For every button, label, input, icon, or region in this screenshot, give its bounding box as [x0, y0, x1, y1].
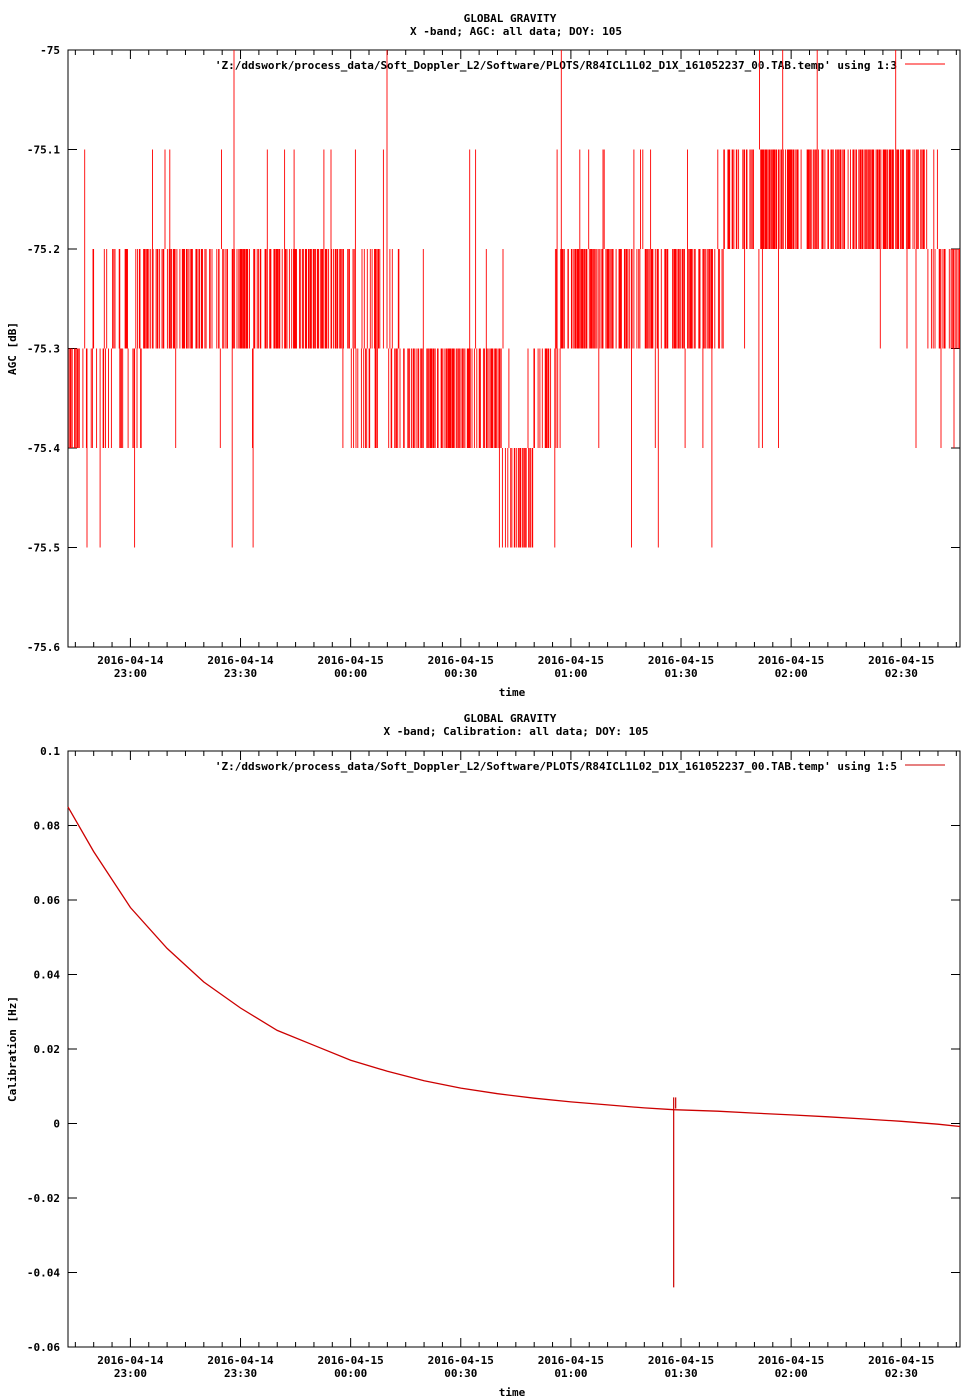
y-tick-label: 0.06	[34, 894, 61, 907]
x-tick-time: 02:30	[885, 1367, 918, 1380]
y-tick-label: -0.02	[27, 1192, 60, 1205]
y-axis-label: Calibration [Hz]	[6, 996, 19, 1102]
chart-subtitle: X -band; Calibration: all data; DOY: 105	[384, 725, 649, 738]
x-tick-date: 2016-04-15	[868, 1354, 934, 1367]
x-tick-date: 2016-04-15	[868, 654, 934, 667]
agc-trace	[68, 50, 960, 548]
y-tick-label: 0.04	[34, 969, 61, 982]
x-tick-date: 2016-04-15	[318, 1354, 384, 1367]
x-tick-time: 23:00	[114, 1367, 147, 1380]
x-tick-date: 2016-04-15	[538, 654, 604, 667]
x-tick-date: 2016-04-14	[207, 654, 274, 667]
x-tick-time: 00:30	[444, 1367, 477, 1380]
x-tick-time: 01:30	[664, 667, 697, 680]
chart-title: GLOBAL GRAVITY	[464, 12, 557, 25]
y-tick-label: -75.3	[27, 343, 60, 356]
x-tick-date: 2016-04-15	[428, 1354, 494, 1367]
x-tick-date: 2016-04-15	[318, 654, 384, 667]
y-tick-label: 0.1	[40, 745, 60, 758]
x-tick-date: 2016-04-15	[758, 1354, 824, 1367]
y-tick-label: 0.08	[34, 820, 61, 833]
x-tick-date: 2016-04-14	[97, 1354, 164, 1367]
y-tick-label: -75.1	[27, 144, 60, 157]
y-tick-label: -75.5	[27, 542, 60, 555]
x-tick-date: 2016-04-15	[648, 654, 714, 667]
x-tick-date: 2016-04-15	[538, 1354, 604, 1367]
y-tick-label: 0.02	[34, 1043, 61, 1056]
y-tick-label: -0.06	[27, 1341, 60, 1354]
x-tick-time: 23:00	[114, 667, 147, 680]
x-tick-time: 00:00	[334, 667, 367, 680]
y-tick-label: 0	[53, 1118, 60, 1131]
chart-title: GLOBAL GRAVITY	[464, 712, 557, 725]
x-tick-time: 01:00	[554, 1367, 587, 1380]
x-tick-time: 23:30	[224, 667, 257, 680]
x-tick-date: 2016-04-15	[428, 654, 494, 667]
x-tick-date: 2016-04-15	[648, 1354, 714, 1367]
x-tick-date: 2016-04-14	[207, 1354, 274, 1367]
legend-label: 'Z:/ddswork/process_data/Soft_Doppler_L2…	[215, 59, 897, 72]
y-tick-label: -75	[40, 44, 60, 57]
x-tick-time: 01:00	[554, 667, 587, 680]
x-tick-time: 02:30	[885, 667, 918, 680]
y-tick-label: -0.04	[27, 1267, 60, 1280]
x-tick-time: 23:30	[224, 1367, 257, 1380]
x-tick-time: 02:00	[775, 1367, 808, 1380]
x-tick-date: 2016-04-15	[758, 654, 824, 667]
y-tick-label: -75.6	[27, 641, 60, 654]
x-tick-date: 2016-04-14	[97, 654, 164, 667]
calibration-trace	[67, 806, 961, 1128]
x-tick-time: 00:30	[444, 667, 477, 680]
legend-label: 'Z:/ddswork/process_data/Soft_Doppler_L2…	[215, 760, 897, 773]
chart-subtitle: X -band; AGC: all data; DOY: 105	[410, 25, 622, 38]
x-axis-label: time	[499, 686, 526, 699]
x-axis-label: time	[499, 1386, 526, 1399]
agc-series	[68, 50, 960, 548]
y-tick-label: -75.2	[27, 243, 60, 256]
y-axis-label: AGC [dB]	[6, 322, 19, 375]
x-tick-time: 02:00	[775, 667, 808, 680]
y-tick-label: -75.4	[27, 442, 60, 455]
plot-frame	[67, 750, 961, 1348]
x-tick-time: 01:30	[664, 1367, 697, 1380]
x-tick-time: 00:00	[334, 1367, 367, 1380]
